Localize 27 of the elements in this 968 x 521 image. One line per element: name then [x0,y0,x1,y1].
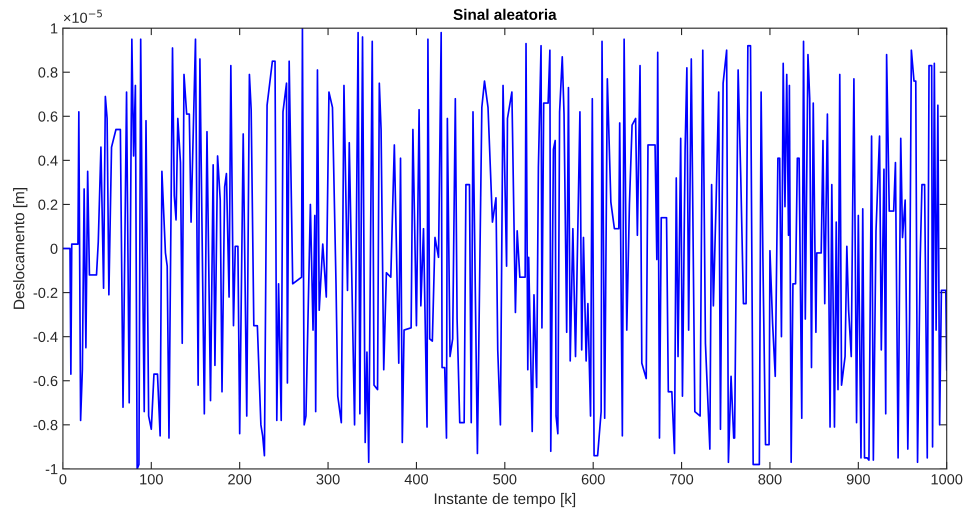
x-tick-label: 700 [670,474,694,484]
x-tick-label: 400 [404,474,428,484]
y-tick-label: 1 [51,23,58,34]
x-tick-label: 900 [846,474,870,484]
y-tick-label: -0.4 [34,332,58,342]
x-tick-label: 1000 [932,474,962,484]
y-axis-title: Deslocamento [m] [13,188,28,309]
x-tick-label: 600 [582,474,605,484]
y-tick-label: 0.8 [38,67,58,78]
x-tick-label: 200 [228,474,252,484]
x-tick-label: 500 [493,474,516,484]
x-tick-label: 100 [140,474,163,484]
x-tick-label: 0 [59,474,66,484]
y-tick-label: 0 [50,244,58,254]
y-tick-label: -0.8 [34,420,58,430]
y-tick-label: -1 [46,464,58,474]
x-tick-label: 800 [758,474,782,484]
y-tick-label: -0.6 [34,376,58,386]
y-tick-label: 0.2 [38,200,58,210]
line-series [62,28,947,469]
x-tick-label: 300 [316,474,340,484]
y-tick-label: -0.2 [34,288,58,298]
x-axis-title: Instante de tempo [k] [434,492,576,508]
text: ×10$^{−5}$ [64,10,102,23]
chart-title: Sinal aleatoria [453,8,557,20]
y-tick-label: 0.4 [38,155,58,166]
y-tick-label: 0.6 [38,111,58,122]
